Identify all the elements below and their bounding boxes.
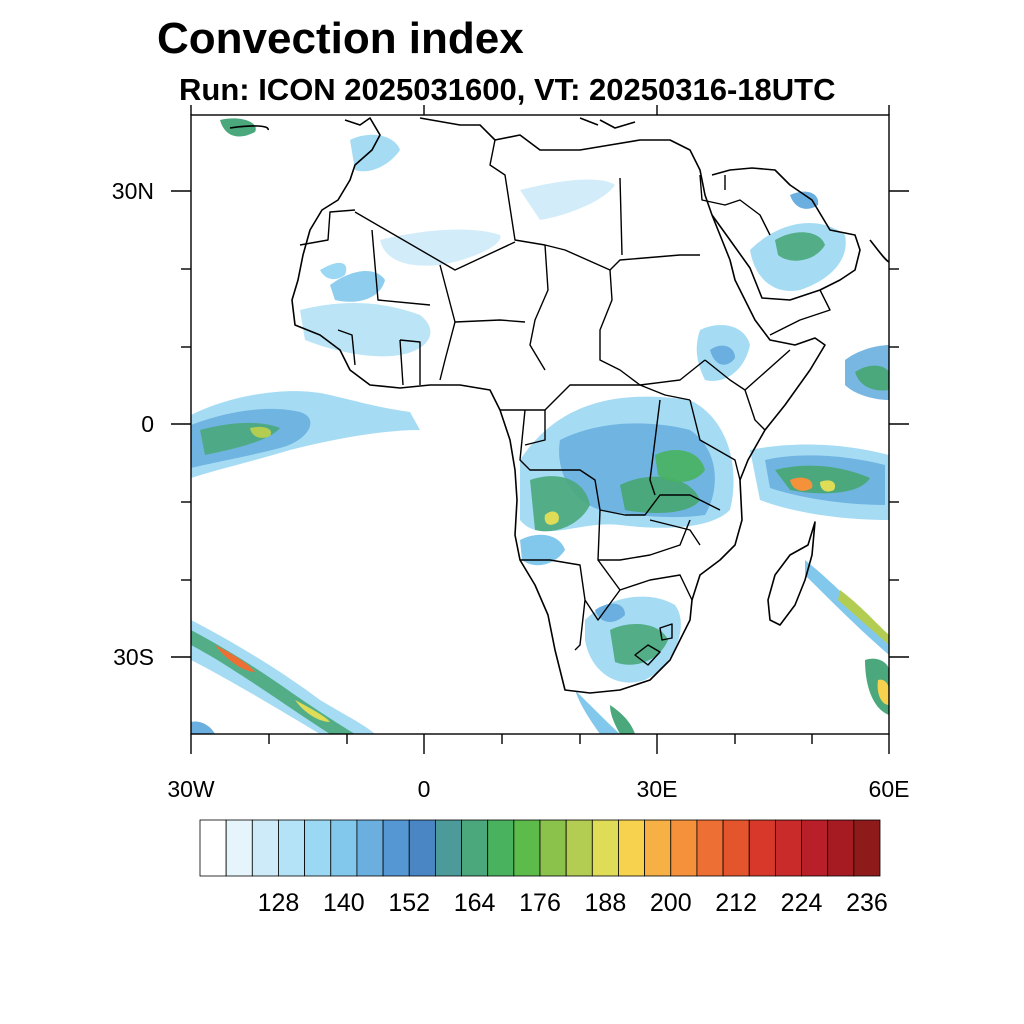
colorbar-label: 128 xyxy=(258,889,300,917)
colorbar-swatch xyxy=(304,819,332,877)
colorbar-swatch xyxy=(278,819,306,877)
colorbar-swatch xyxy=(644,819,672,877)
colorbar-swatch xyxy=(591,819,619,877)
colorbar-swatch xyxy=(461,819,489,877)
colorbar-label: 212 xyxy=(715,889,757,917)
colorbar-label: 236 xyxy=(846,889,888,917)
colorbar-label: 140 xyxy=(323,889,365,917)
colorbar-swatch xyxy=(539,819,567,877)
colorbar-label: 164 xyxy=(454,889,496,917)
colorbar-swatch xyxy=(853,819,881,877)
chart-title: Convection index xyxy=(157,14,524,63)
colorbar-swatch xyxy=(225,819,253,877)
lat-label-0: 0 xyxy=(141,411,154,437)
colorbar-swatch xyxy=(330,819,358,877)
chart-subtitle: Run: ICON 2025031600, VT: 20250316-18UTC xyxy=(179,72,836,107)
colorbar-label: 176 xyxy=(519,889,561,917)
colorbar-swatch xyxy=(251,819,279,877)
lon-label-30e: 30E xyxy=(637,776,678,802)
colorbar-swatch xyxy=(801,819,829,877)
colorbar-swatch xyxy=(748,819,776,877)
country-borders xyxy=(299,139,831,666)
lat-label-30n: 30N xyxy=(112,178,154,204)
lon-label-0: 0 xyxy=(418,776,431,802)
colorbar-swatch xyxy=(356,819,384,877)
colorbar-swatch xyxy=(722,819,750,877)
lon-label-60e: 60E xyxy=(869,776,910,802)
colorbar-swatch xyxy=(408,819,436,877)
colorbar-swatch xyxy=(670,819,698,877)
colorbar-label: 200 xyxy=(650,889,692,917)
colorbar: 128 140 152 164 176 188 200 212 224 236 xyxy=(199,819,888,917)
colorbar-swatch xyxy=(487,819,515,877)
colorbar-swatch xyxy=(696,819,724,877)
colorbar-swatch xyxy=(827,819,855,877)
convection-field xyxy=(191,118,889,734)
colorbar-swatch xyxy=(774,819,802,877)
colorbar-swatch xyxy=(382,819,410,877)
colorbar-swatch xyxy=(618,819,646,877)
map-plot-area xyxy=(191,117,889,734)
colorbar-swatch xyxy=(565,819,593,877)
colorbar-swatch xyxy=(434,819,462,877)
tick-marks xyxy=(171,105,909,754)
colorbar-label: 224 xyxy=(781,889,823,917)
lat-label-30s: 30S xyxy=(113,644,154,670)
coastlines xyxy=(229,117,889,694)
colorbar-swatch xyxy=(199,819,227,877)
colorbar-label: 152 xyxy=(388,889,430,917)
lon-label-30w: 30W xyxy=(167,776,215,802)
colorbar-swatch xyxy=(513,819,541,877)
colorbar-label: 188 xyxy=(585,889,627,917)
